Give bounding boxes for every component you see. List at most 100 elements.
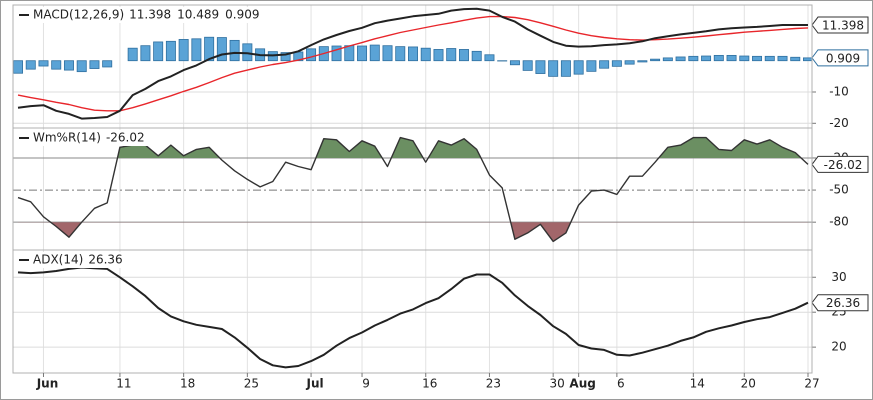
histogram-bar xyxy=(509,60,520,66)
y-tick-label: -10 xyxy=(829,85,849,99)
histogram-bar xyxy=(357,45,368,62)
last-value-box xyxy=(811,49,869,67)
histogram-bar xyxy=(484,54,495,62)
last-value-label: -26.02 xyxy=(824,158,863,172)
legend-title: Wm%R(14) xyxy=(33,131,101,145)
histogram-bar xyxy=(395,46,406,62)
histogram-bar xyxy=(13,60,23,74)
legend: Wm%R(14) -26.02 xyxy=(15,130,151,146)
histogram-bar xyxy=(675,56,686,62)
legend-bg xyxy=(15,252,129,268)
x-tick-label: 20 xyxy=(741,377,756,391)
histogram-bar xyxy=(701,55,712,62)
histogram-bar xyxy=(739,55,750,62)
y-tick-label: -80 xyxy=(829,215,849,229)
series-line xyxy=(17,136,809,243)
x-tick-label: 11 xyxy=(116,377,131,391)
series-line xyxy=(17,7,808,120)
panel-border xyxy=(12,249,813,374)
legend-bg xyxy=(15,7,266,23)
x-tick-label: 23 xyxy=(486,377,501,391)
legend: MACD(12,26,9) 11.398 10.489 0.909 xyxy=(15,7,266,23)
histogram-bar xyxy=(420,47,431,62)
histogram-bar xyxy=(573,60,584,75)
histogram-bar xyxy=(38,60,49,67)
last-value-label: 26.36 xyxy=(826,296,860,310)
upper-band-fill xyxy=(117,137,802,158)
histogram-bar xyxy=(637,60,648,63)
x-tick-label: 16 xyxy=(422,377,437,391)
histogram-bar xyxy=(382,45,393,62)
histogram-bar xyxy=(102,60,113,68)
histogram-bar xyxy=(331,45,342,62)
panel xyxy=(13,250,812,373)
legend-bg xyxy=(15,130,151,146)
histogram-bar xyxy=(713,54,724,62)
histogram-bar xyxy=(688,55,699,62)
histogram-bar xyxy=(76,60,87,73)
histogram-bar xyxy=(178,39,189,62)
histogram-bar xyxy=(599,60,610,69)
histogram-bar xyxy=(344,45,355,62)
histogram-bar xyxy=(25,60,36,70)
histogram-bar xyxy=(153,41,164,62)
last-value-label: 0.909 xyxy=(826,51,860,65)
y-tick-label: -50 xyxy=(829,183,849,197)
histogram-bar xyxy=(89,60,100,69)
legend-value: 11.398 xyxy=(129,8,171,22)
histogram-bar xyxy=(726,54,737,62)
x-tick-label: 27 xyxy=(804,377,819,391)
histogram-bar xyxy=(752,55,763,62)
legend-title: MACD(12,26,9) xyxy=(33,8,124,22)
last-value-box xyxy=(811,155,869,173)
histogram-bar xyxy=(458,49,469,62)
histogram-bar xyxy=(433,49,444,62)
histogram-bar xyxy=(216,37,227,62)
histogram-bar xyxy=(803,57,812,62)
x-tick-label: 9 xyxy=(362,377,370,391)
legend-value: 26.36 xyxy=(88,253,122,267)
histogram-bar xyxy=(127,47,138,62)
histogram-bar xyxy=(471,50,482,62)
last-value-box xyxy=(811,294,869,312)
y-tick-label: 20 xyxy=(831,340,846,354)
series-line xyxy=(17,15,809,112)
last-value-label: 11.398 xyxy=(822,19,864,33)
x-tick-label: Jul xyxy=(306,377,324,391)
histogram-bar xyxy=(790,56,801,62)
histogram-bar xyxy=(369,44,380,62)
x-tick-label: Aug xyxy=(569,377,595,391)
histogram-bar xyxy=(280,52,291,62)
y-tick-label: 30 xyxy=(831,270,846,284)
histogram-bar xyxy=(764,55,775,62)
histogram-bar xyxy=(63,60,74,71)
histogram-bar xyxy=(408,46,418,62)
legend-title: ADX(14) xyxy=(33,253,83,267)
legend-value: -26.02 xyxy=(106,131,145,145)
x-tick-label: 18 xyxy=(180,377,195,391)
histogram-bar xyxy=(548,60,559,77)
series-line xyxy=(17,266,809,369)
histogram-bar xyxy=(446,48,457,62)
histogram-bar xyxy=(650,58,661,62)
histogram-bar xyxy=(165,40,176,62)
x-tick-label: 30 xyxy=(550,377,565,391)
panel xyxy=(13,128,812,250)
histogram-bar xyxy=(777,55,788,62)
histogram-bar xyxy=(229,39,240,62)
histogram-bar xyxy=(204,36,215,62)
histogram-bar xyxy=(306,48,317,62)
x-tick-label: Jun xyxy=(36,377,59,391)
histogram-bar xyxy=(624,60,635,65)
legend-value: 10.489 xyxy=(177,8,219,22)
histogram-bar xyxy=(191,38,202,62)
histogram-bar xyxy=(51,60,62,70)
histogram-bar xyxy=(611,60,622,67)
histogram-bar xyxy=(560,60,571,77)
x-tick-label: 25 xyxy=(244,377,259,391)
x-tick-label: 14 xyxy=(690,377,705,391)
histogram-bar xyxy=(535,60,546,74)
legend: ADX(14) 26.36 xyxy=(15,252,129,268)
